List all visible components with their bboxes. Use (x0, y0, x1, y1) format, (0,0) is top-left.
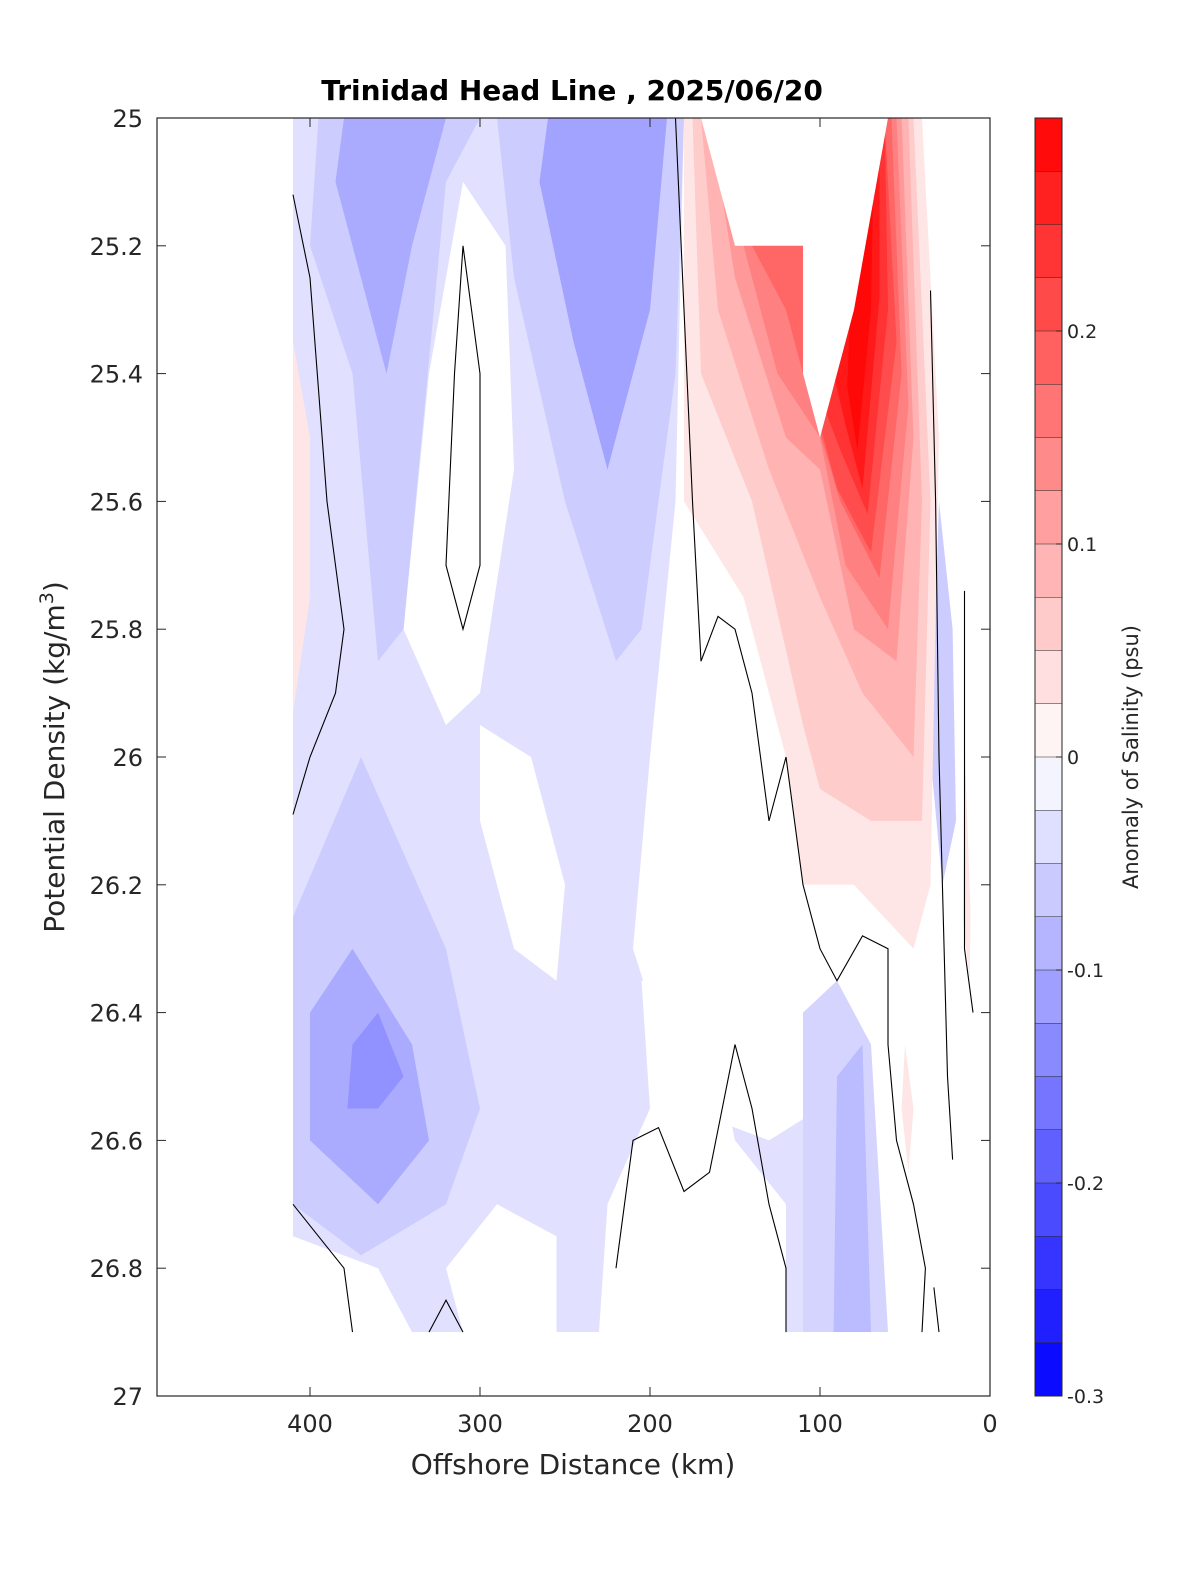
x-axis-label: Offshore Distance (km) (411, 1448, 736, 1481)
y-axis: 25 25.2 25.4 25.6 25.8 26 26.2 26.4 26.6 26.8 27 (90, 105, 990, 1411)
colorbar-segment (1035, 757, 1062, 811)
y-tick-label: 25.8 (90, 616, 143, 644)
positive-patch-west (293, 341, 310, 713)
x-tick-label: 100 (797, 1410, 843, 1438)
y-axis-label-close: ) (38, 581, 71, 592)
colorbar-segment (1035, 916, 1062, 971)
no-data-nearshore (930, 118, 990, 1396)
zero-contour-line (292, 194, 345, 815)
no-data-deep (157, 1332, 990, 1396)
colorbar-label: Anomaly of Salinity (psu) (1119, 625, 1143, 889)
colorbar-segment (1035, 437, 1062, 492)
colorbar-tick-label: 0.1 (1067, 534, 1097, 556)
salinity-anomaly-field (157, 118, 990, 1396)
colorbar-segments (1035, 117, 1062, 1397)
colorbar-tick-label: -0.1 (1067, 960, 1104, 982)
colorbar-segment (1035, 1129, 1062, 1184)
y-tick-label: 25.2 (90, 233, 143, 261)
colorbar: 0.2 0.1 0 -0.1 -0.2 -0.3 Anomaly of Salinity … (1034, 117, 1143, 1408)
colorbar-segment (1035, 703, 1062, 758)
neutral-gap-bottom-mid (446, 1204, 557, 1333)
y-tick-label: 26.6 (90, 1127, 143, 1155)
x-tick-label: 0 (982, 1410, 997, 1438)
negative-core-nearshore-deep (833, 1044, 871, 1333)
negative-core-deep-inner (347, 1012, 404, 1109)
zero-contour-line (674, 118, 926, 1333)
chart-title: Trinidad Head Line , 2025/06/20 (321, 74, 823, 107)
colorbar-segment (1035, 1076, 1062, 1131)
zero-contour-line (615, 1044, 787, 1333)
colorbar-segment (1035, 970, 1062, 1024)
x-tick-label: 200 (627, 1410, 673, 1438)
colorbar-segment (1035, 597, 1062, 651)
colorbar-segment (1035, 490, 1062, 545)
colorbar-ticks: 0.2 0.1 0 -0.1 -0.2 -0.3 (1056, 321, 1104, 1408)
neutral-gap-upper (403, 181, 514, 725)
zero-contour-line (445, 245, 481, 632)
x-tick-label: 300 (457, 1410, 503, 1438)
neutral-gap-bottom-west (293, 1236, 412, 1333)
colorbar-tick-label: -0.3 (1067, 1386, 1104, 1408)
colorbar-segment (1035, 384, 1062, 438)
y-tick-label: 27 (112, 1383, 143, 1411)
colorbar-tick-label: 0.2 (1067, 321, 1097, 343)
zero-contour-line (428, 1299, 464, 1333)
zero-contour-line (292, 1203, 354, 1333)
positive-patch-nearshore (901, 1044, 914, 1173)
y-tick-label: 25 (112, 105, 143, 133)
y-tick-label: 26.4 (90, 1000, 143, 1028)
colorbar-segment (1035, 1289, 1062, 1344)
y-tick-label: 26.8 (90, 1255, 143, 1283)
y-axis-label: Potential Density (kg/m3) (36, 581, 71, 933)
colorbar-segment (1035, 118, 1062, 172)
y-tick-label: 26 (112, 744, 143, 772)
neutral-gap-mid (480, 725, 565, 981)
y-axis-label-superscript: 3 (36, 592, 58, 604)
zero-contour-line (929, 290, 954, 1160)
colorbar-segment (1035, 650, 1062, 705)
zero-contour-lines (292, 118, 974, 1333)
colorbar-segment (1035, 277, 1062, 332)
y-tick-label: 25.6 (90, 488, 143, 516)
negative-band-west-upper (310, 118, 480, 662)
plot-area (157, 118, 990, 1396)
no-data-offshore (157, 118, 293, 1396)
colorbar-tick-label: -0.2 (1067, 1173, 1104, 1195)
colorbar-segment (1035, 171, 1062, 225)
y-axis-label-base: Potential Density (kg/m (38, 604, 71, 933)
colorbar-segment (1035, 1342, 1062, 1397)
colorbar-segment (1035, 1183, 1062, 1237)
top-clip-wedge (701, 118, 888, 438)
y-tick-label: 25.4 (90, 361, 143, 389)
x-axis: 400 300 200 100 0 (287, 118, 998, 1438)
negative-core-west-upper (335, 118, 446, 374)
colorbar-segment (1035, 810, 1062, 864)
colorbar-segment (1035, 544, 1062, 598)
negative-core-east-upper (539, 118, 667, 470)
y-tick-label: 26.2 (90, 872, 143, 900)
neutral-gap-lower (599, 980, 786, 1333)
colorbar-tick-label: 0 (1067, 747, 1079, 769)
zero-contour-line (933, 1287, 940, 1333)
colorbar-segment (1035, 1023, 1062, 1077)
x-tick-label: 400 (287, 1410, 333, 1438)
colorbar-segment (1035, 331, 1062, 385)
colorbar-segment (1035, 863, 1062, 918)
zero-contour-line (963, 590, 974, 1013)
colorbar-segment (1035, 1236, 1062, 1290)
colorbar-segment (1035, 224, 1062, 279)
